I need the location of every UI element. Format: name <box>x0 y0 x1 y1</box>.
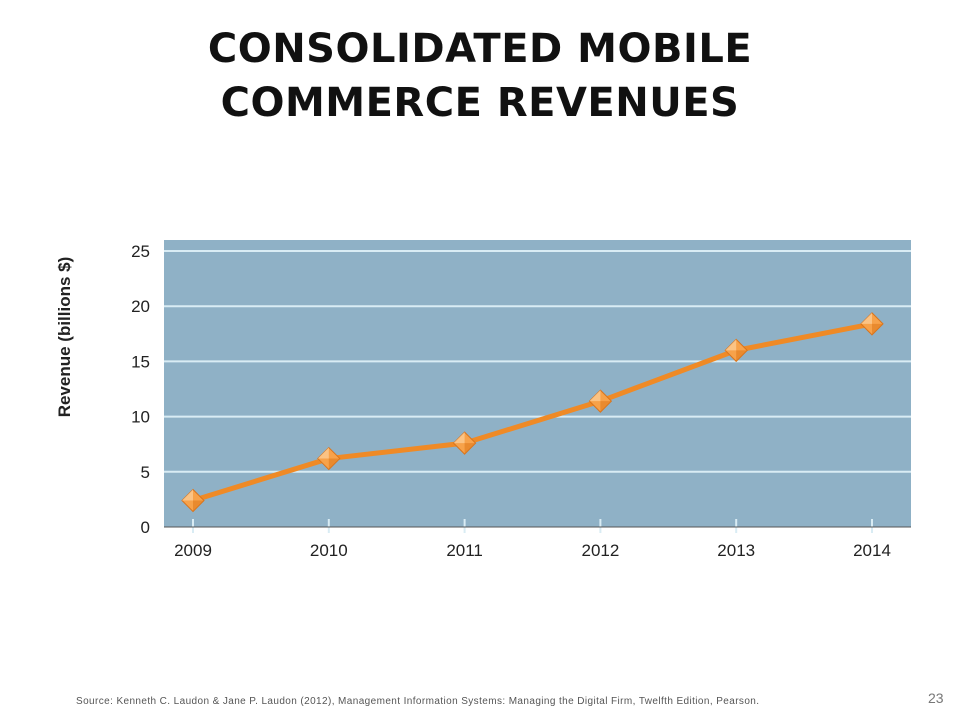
y-tick-label: 0 <box>141 518 150 537</box>
data-point-marker <box>317 446 341 471</box>
plot-area <box>164 240 911 527</box>
x-tick-label: 2010 <box>310 541 348 560</box>
y-tick-label: 25 <box>131 242 150 261</box>
x-tick-label: 2012 <box>581 541 619 560</box>
x-tick-label: 2014 <box>853 541 891 560</box>
data-point-marker <box>588 389 613 413</box>
series-layer <box>181 312 884 513</box>
y-tick-label: 15 <box>131 352 150 371</box>
slide-title-line-2: COMMERCE REVENUES <box>220 80 740 126</box>
data-point-marker <box>860 312 884 336</box>
y-tick-label: 10 <box>131 408 150 427</box>
data-point-marker <box>724 338 748 363</box>
x-tick-label: 2013 <box>717 541 755 560</box>
x-tick-label: 2011 <box>446 541 483 560</box>
data-point-marker <box>181 488 205 513</box>
series-line <box>190 321 875 504</box>
x-tick-label: 2009 <box>174 541 212 560</box>
source-citation: Source: Kenneth C. Laudon & Jane P. Laud… <box>76 696 760 707</box>
x-tick-marks <box>192 519 873 533</box>
slide-title: CONSOLIDATED MOBILE COMMERCE REVENUES <box>80 22 880 130</box>
x-tick-labels: 2009 2010 2011 2012 2013 2014 <box>174 541 891 560</box>
y-axis-label: Revenue (billions $) <box>55 257 74 418</box>
slide-title-line-1: CONSOLIDATED MOBILE <box>207 26 753 72</box>
y-tick-label: 20 <box>131 297 150 316</box>
y-tick-label: 5 <box>141 463 150 482</box>
y-tick-labels: 0 5 10 15 20 25 <box>131 242 150 537</box>
data-point-marker <box>452 431 477 455</box>
page-number: 23 <box>928 690 944 706</box>
